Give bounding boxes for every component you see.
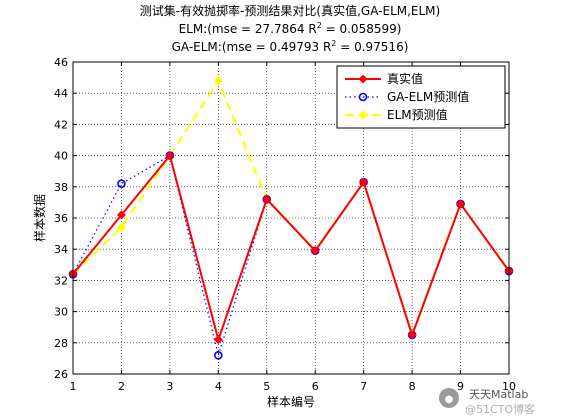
legend-marker bbox=[358, 110, 368, 120]
watermark-logo-icon bbox=[439, 388, 459, 408]
y-tick-label: 30 bbox=[54, 306, 68, 319]
data-point-marker bbox=[262, 194, 272, 204]
x-tick-label: 7 bbox=[360, 380, 367, 393]
x-tick-label: 1 bbox=[70, 380, 77, 393]
data-point-marker bbox=[359, 177, 369, 187]
watermark-subtext: @51CTO博客 bbox=[465, 402, 535, 416]
series-line bbox=[72, 153, 510, 344]
data-point-marker bbox=[165, 151, 175, 161]
data-point-marker bbox=[213, 76, 223, 86]
y-tick-label: 46 bbox=[54, 56, 68, 69]
x-tick-label: 5 bbox=[263, 380, 270, 393]
series-layer bbox=[68, 76, 514, 360]
x-tick-label: 8 bbox=[409, 380, 416, 393]
legend-entry: ELM预测值 bbox=[387, 107, 448, 122]
legend-box bbox=[336, 65, 506, 129]
legend-marker bbox=[358, 92, 368, 102]
y-tick-label: 34 bbox=[54, 243, 68, 256]
x-tick-label: 10 bbox=[502, 380, 516, 393]
data-point-marker bbox=[407, 330, 417, 340]
data-point-marker bbox=[116, 222, 126, 232]
y-tick-label: 44 bbox=[54, 87, 68, 100]
legend-entry: 真实值 bbox=[387, 71, 423, 86]
chart-subtitle-ga-elm: GA-ELM:(mse = 0.49793 R2 = 0.97516) bbox=[172, 39, 409, 54]
legend-marker bbox=[358, 74, 368, 84]
x-tick-label: 6 bbox=[312, 380, 319, 393]
x-tick-label: 3 bbox=[166, 380, 173, 393]
x-tick-label: 9 bbox=[457, 380, 464, 393]
y-tick-label: 26 bbox=[54, 368, 68, 381]
x-axis-label: 样本编号 bbox=[267, 394, 315, 409]
data-point-marker bbox=[213, 335, 223, 345]
x-tick-label: 4 bbox=[215, 380, 222, 393]
y-tick-label: 38 bbox=[54, 181, 68, 194]
data-point-marker bbox=[117, 179, 126, 188]
x-tick-label: 2 bbox=[118, 380, 125, 393]
data-point-marker bbox=[116, 210, 126, 220]
legend-entry: GA-ELM预测值 bbox=[387, 89, 469, 104]
data-point-marker bbox=[310, 246, 320, 256]
y-tick-label: 36 bbox=[54, 212, 68, 225]
chart-title: 测试集-有效抛掷率-预测结果对比(真实值,GA-ELM,ELM) bbox=[140, 3, 440, 18]
watermark-text: 天天Matlab bbox=[469, 388, 528, 401]
y-tick-label: 28 bbox=[54, 337, 68, 350]
y-axis-label: 样本数据 bbox=[32, 194, 47, 242]
data-point-marker bbox=[456, 199, 466, 209]
y-tick-label: 40 bbox=[54, 150, 68, 163]
watermark-logo-glyph: ● bbox=[445, 394, 454, 405]
y-tick-label: 42 bbox=[54, 118, 68, 131]
data-point-marker bbox=[214, 350, 223, 360]
watermark: ● 天天Matlab @51CTO博客 bbox=[439, 388, 535, 416]
legend: 真实值 GA-ELM预测值 ELM预测值 bbox=[336, 65, 506, 129]
chart-subtitle-elm: ELM:(mse = 27.7864 R2 = 0.058599) bbox=[179, 21, 402, 36]
y-tick-label: 32 bbox=[54, 274, 68, 287]
